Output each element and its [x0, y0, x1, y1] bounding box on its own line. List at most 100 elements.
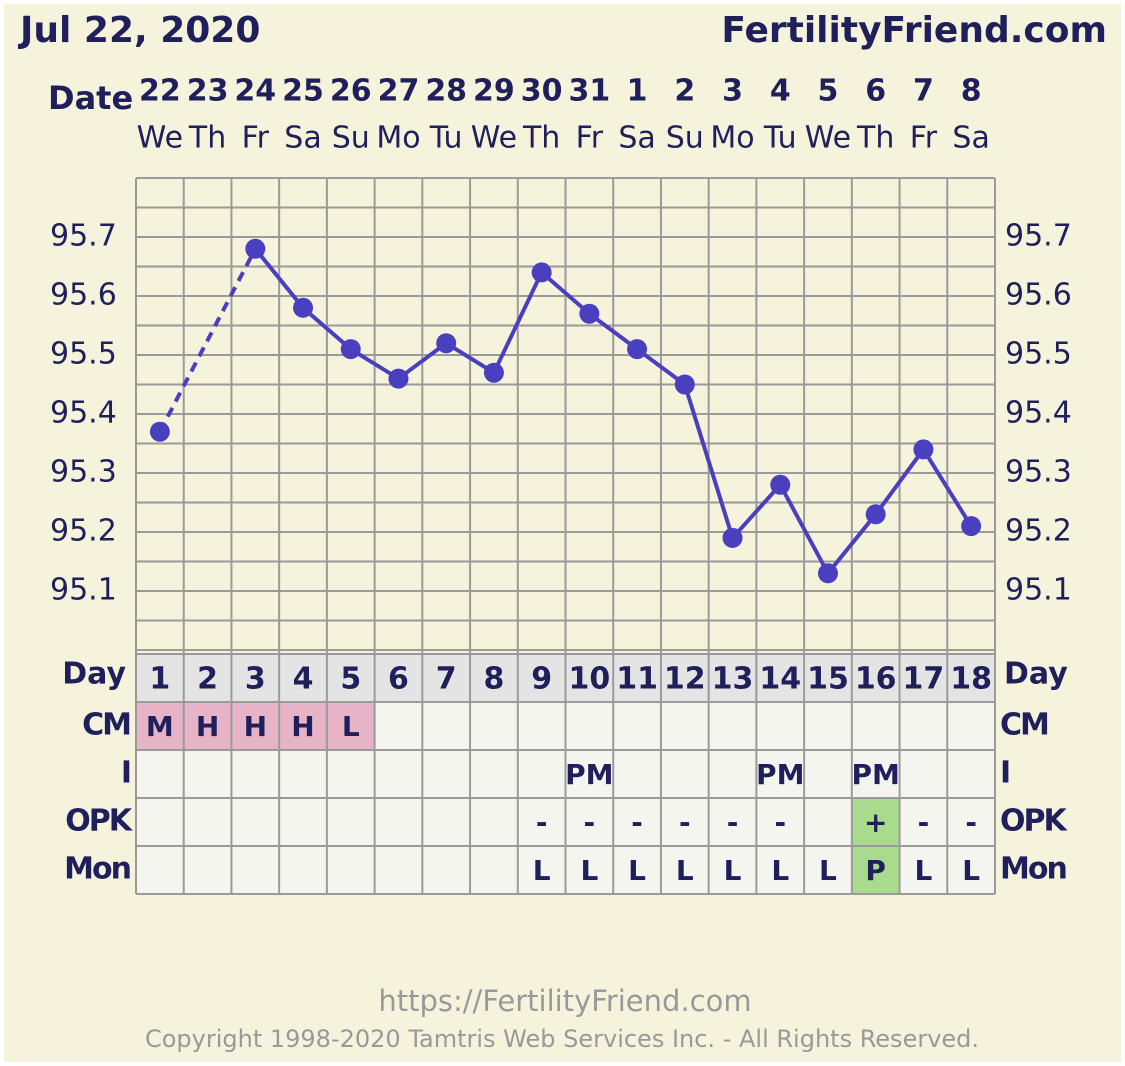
weekday-label: Th	[188, 121, 226, 156]
date-label: 24	[234, 74, 276, 109]
row-label: CM	[1000, 708, 1048, 743]
day-number: 11	[616, 662, 658, 697]
cell	[708, 798, 757, 846]
cell	[470, 798, 518, 846]
temperature-point	[961, 516, 982, 537]
cell-text: L	[962, 854, 980, 887]
temperature-point	[865, 504, 886, 525]
cell	[565, 846, 614, 894]
cell-text: PM	[851, 758, 899, 791]
cell	[136, 750, 184, 798]
cell	[136, 798, 184, 846]
day-number: 6	[388, 662, 409, 697]
cell	[756, 846, 805, 894]
cell	[899, 750, 948, 798]
cell	[279, 750, 327, 798]
cell	[947, 750, 995, 798]
temperature-point	[627, 339, 648, 360]
day-number: 4	[293, 662, 314, 697]
cell	[231, 798, 280, 846]
day-number: 3	[245, 662, 266, 697]
y-tick-label: 95.2	[50, 514, 117, 549]
temperature-point	[149, 421, 170, 442]
cell-text: H	[196, 710, 219, 743]
weekday-label: Fr	[242, 121, 270, 156]
day-number: 2	[197, 662, 218, 697]
y-tick-label: 95.7	[50, 219, 117, 254]
cell	[613, 846, 661, 894]
cell-text: L	[914, 854, 932, 887]
cell	[851, 750, 900, 798]
cell	[708, 846, 757, 894]
weekday-label: Tu	[763, 121, 797, 156]
cell	[947, 846, 995, 894]
y2-tick-label: 95.3	[1005, 455, 1072, 490]
cell-text: L	[580, 854, 598, 887]
cell	[660, 846, 709, 894]
date-label: 8	[961, 74, 982, 109]
cell-text: -	[965, 806, 977, 839]
cell	[326, 750, 375, 798]
cell-text: P	[865, 854, 886, 887]
row-label: Mon	[1000, 852, 1066, 887]
cell	[804, 750, 852, 798]
weekday-label: Mo	[376, 121, 420, 156]
weekday-label: We	[137, 121, 183, 156]
day-number: 12	[664, 662, 706, 697]
cell	[470, 702, 518, 750]
cell	[851, 846, 900, 894]
cell	[947, 702, 995, 750]
cell	[326, 798, 375, 846]
cell	[374, 846, 423, 894]
site-name: FertilityFriend.com	[721, 10, 1107, 51]
cell	[899, 798, 948, 846]
cell	[422, 750, 471, 798]
cell	[851, 702, 900, 750]
cell-text: L	[819, 854, 837, 887]
date-label: 1	[627, 74, 648, 109]
gap-connector	[158, 247, 258, 433]
weekday-label: Th	[856, 121, 894, 156]
date-label: 7	[913, 74, 934, 109]
temperature-point	[722, 527, 743, 548]
date-label: 25	[282, 74, 324, 109]
date-label: 4	[770, 74, 791, 109]
temperature-line	[253, 247, 973, 577]
y-tick-label: 95.3	[50, 455, 117, 490]
day-number: 7	[436, 662, 457, 697]
cell	[470, 846, 518, 894]
cell-text: -	[536, 806, 548, 839]
cell-text: L	[676, 854, 694, 887]
cell	[183, 798, 232, 846]
cell	[708, 750, 757, 798]
cell-text: L	[628, 854, 646, 887]
cell	[374, 798, 423, 846]
cell	[565, 798, 614, 846]
cell	[565, 702, 614, 750]
date-label: 28	[425, 74, 467, 109]
cell-text: -	[774, 806, 786, 839]
day-number: 8	[483, 662, 504, 697]
date-label: 3	[722, 74, 743, 109]
cell	[422, 846, 471, 894]
day-number: 14	[759, 662, 801, 697]
cell	[899, 702, 948, 750]
cell	[756, 750, 805, 798]
date-label: Date	[48, 79, 133, 117]
cell-text: PM	[565, 758, 613, 791]
temperature-point	[674, 374, 695, 395]
cell	[899, 846, 948, 894]
day-number: 17	[903, 662, 945, 697]
temperature-point	[531, 262, 552, 283]
cell	[851, 798, 900, 846]
cell	[613, 750, 661, 798]
cell-text: L	[342, 710, 360, 743]
cell-text: -	[679, 806, 691, 839]
row-label: I	[121, 756, 130, 791]
weekday-label: Sa	[618, 121, 655, 156]
row-label: CM	[82, 708, 130, 743]
temperature-point	[817, 563, 838, 584]
weekday-label: Th	[522, 121, 560, 156]
cell	[231, 846, 280, 894]
y2-tick-label: 95.4	[1005, 396, 1072, 431]
